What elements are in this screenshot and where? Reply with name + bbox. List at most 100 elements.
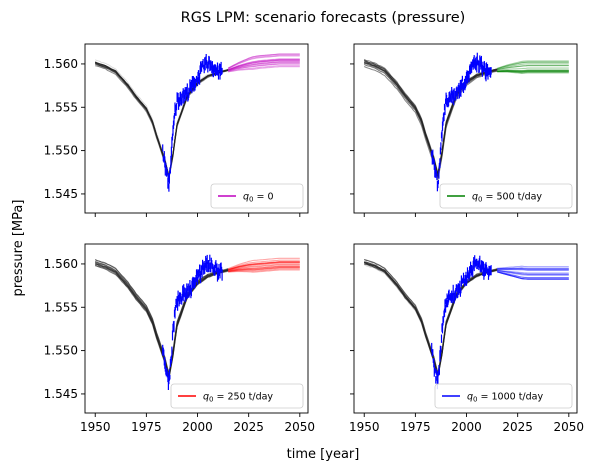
forecast-line (228, 65, 300, 73)
calibration-line (95, 61, 229, 177)
forecast-line (497, 270, 569, 279)
calibration-line (364, 64, 498, 179)
legend-label: q0 = 0 (243, 192, 274, 204)
calibration-line (364, 261, 498, 376)
calibration-line (363, 261, 498, 377)
forecast-line (228, 259, 300, 270)
forecast-line (228, 61, 300, 72)
calibration-line (364, 62, 498, 177)
forecast-line (497, 267, 569, 270)
calibration-line (95, 62, 229, 178)
y-tick-label: 1.560 (44, 257, 78, 271)
legend-label: q0 = 1000 t/day (467, 392, 543, 404)
legend: q0 = 1000 t/day (434, 383, 573, 409)
x-tick-label: 2050 (285, 420, 316, 434)
forecast-line (228, 265, 300, 272)
subplots: 1.545 1.550 1.555 1.560 q0 = 0 q0 = 500 t/day… (44, 43, 584, 434)
forecast-line (497, 269, 569, 274)
forecast-line (228, 267, 300, 273)
legend: q0 = 500 t/day (439, 183, 573, 209)
calibration-line (95, 65, 229, 180)
forecast-line (497, 70, 569, 73)
forecast-line (497, 67, 569, 72)
forecast-line (497, 60, 569, 69)
calibration-line (364, 261, 498, 376)
calibration-line (95, 260, 229, 375)
calibration-line (364, 263, 498, 378)
forecast-line (497, 71, 569, 74)
calibration-line (363, 63, 498, 178)
forecast-line (227, 54, 300, 69)
calibration-line (95, 263, 229, 378)
legend-box (434, 383, 573, 409)
calibration-line (364, 261, 498, 377)
forecast-line (227, 53, 300, 69)
forecast-line (228, 266, 300, 272)
forecast-line (228, 63, 300, 72)
y-tick-label: 1.550 (44, 144, 78, 158)
calibration-line (364, 261, 498, 376)
calibration-line (364, 62, 498, 178)
calibration-line (95, 261, 229, 376)
forecast-line (497, 270, 569, 279)
legend-box (439, 183, 573, 209)
forecast-line (497, 270, 569, 276)
x-tick-label: 1950 (349, 420, 380, 434)
x-tick-label: 2000 (182, 420, 213, 434)
forecast-line (497, 268, 569, 271)
calibration-line (95, 61, 229, 177)
subplot-4: 1950 1975 2000 2025 2050 q0 = 1000 t/day (349, 243, 584, 434)
x-tick-label: 1975 (400, 420, 431, 434)
forecast-line (228, 66, 300, 73)
forecast-line (497, 61, 569, 70)
forecast-line (227, 55, 300, 70)
subplot-3: 1950 1975 2000 2025 2050 1.545 1.550 1.555 1.560… (44, 243, 316, 434)
forecast-line (228, 262, 300, 271)
legend-box (210, 183, 304, 209)
x-tick-label: 2025 (502, 420, 533, 434)
forecast-line (228, 59, 300, 71)
forecast-line (228, 61, 300, 71)
forecast-line (497, 69, 569, 72)
forecast-line (228, 263, 300, 271)
forecast-line (497, 70, 569, 72)
calibration-line (94, 264, 229, 379)
calibration-line (95, 262, 229, 377)
calibration-line (364, 262, 498, 377)
forecast-line (497, 265, 569, 269)
y-tick-label: 1.545 (44, 187, 78, 201)
calibration-line (95, 265, 229, 380)
calibration-line (95, 263, 229, 378)
forecast-line (497, 267, 569, 270)
forecast-line (497, 70, 569, 73)
calibration-line (364, 61, 498, 176)
y-tick-label: 1.550 (44, 344, 78, 358)
legend-label: q0 = 250 t/day (203, 392, 273, 404)
forecast-line (497, 271, 569, 280)
calibration-line (364, 63, 498, 178)
forecast-line (497, 71, 569, 74)
calibration-line (364, 61, 498, 176)
subplot-2: q0 = 500 t/day (350, 43, 578, 217)
calibration-line (95, 62, 229, 177)
calibration-line (94, 61, 229, 176)
forecast-line (228, 261, 300, 271)
forecast-line (228, 267, 300, 272)
legend-box (170, 383, 304, 409)
calibration-line (95, 61, 229, 176)
y-tick-label: 1.560 (44, 57, 78, 71)
calibration-line (364, 62, 498, 177)
calibration-line (364, 261, 498, 376)
calibration-line (95, 263, 229, 378)
calibration-line (94, 262, 229, 378)
calibration-line (363, 264, 498, 379)
calibration-line (95, 59, 229, 174)
x-tick-label: 2000 (451, 420, 482, 434)
axes-frame (84, 243, 309, 414)
calibration-line (363, 59, 498, 174)
calibration-line (95, 62, 229, 177)
forecast-line (228, 265, 300, 272)
forecast-line (497, 70, 569, 72)
forecast-line (497, 268, 569, 270)
